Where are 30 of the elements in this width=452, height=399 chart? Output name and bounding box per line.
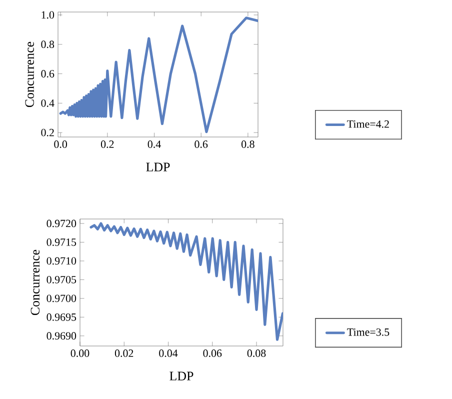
y-tick-label: 0.2 — [41, 128, 54, 136]
y-tick-label: 0.6 — [41, 70, 54, 78]
x-tick-label: 0.8 — [242, 140, 254, 148]
x-axis-title: LDP — [146, 162, 170, 172]
x-axis-title: LDP — [170, 372, 194, 380]
line-series — [90, 222, 283, 341]
x-tick-label: 0.6 — [194, 140, 208, 148]
y-tick-label: 0.9720 — [46, 220, 76, 228]
y-tick-label: 0.8 — [41, 40, 54, 48]
y-tick-label: 0.9715 — [46, 238, 76, 246]
x-tick-label: 0.00 — [70, 350, 90, 357]
x-tick-label: 0.04 — [159, 350, 178, 357]
legend-label: Time=3.5 — [347, 328, 390, 336]
legend-label: Time=4.2 — [347, 120, 389, 128]
y-tick-label: 0.9695 — [46, 313, 76, 321]
x-tick-label: 0.06 — [203, 350, 222, 357]
x-tick-label: 0.08 — [247, 350, 266, 357]
y-axis-title: Concurrence — [25, 42, 34, 108]
y-tick-label: 1.0 — [42, 11, 54, 19]
y-tick-label: 0.9700 — [46, 294, 76, 302]
line-series — [59, 16, 258, 134]
y-tick-label: 0.9705 — [46, 276, 76, 284]
x-tick-label: 0.4 — [148, 140, 161, 148]
y-axis-title: Concurrence — [30, 250, 40, 316]
y-tick-label: 0.9710 — [46, 257, 76, 265]
x-tick-label: 0.2 — [100, 140, 114, 148]
y-tick-label: 0.4 — [41, 99, 54, 107]
y-tick-label: 0.9690 — [46, 332, 76, 340]
x-tick-label: 0.0 — [54, 140, 68, 148]
x-tick-label: 0.02 — [114, 350, 134, 357]
